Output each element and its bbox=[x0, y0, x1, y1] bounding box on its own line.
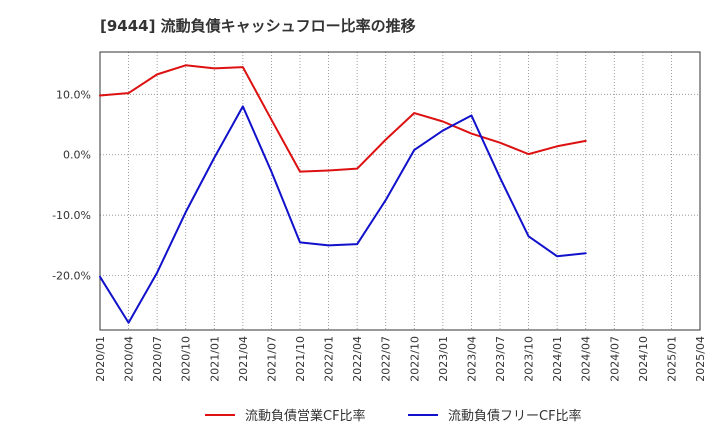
x-tick-label: 2021/10 bbox=[294, 336, 307, 382]
axis-layer: 10.0% 0.0% -10.0% -20.0% 2020/01 2020/04 2020/… bbox=[52, 51, 707, 382]
x-tick-label: 2023/01 bbox=[437, 336, 450, 382]
series-line-1 bbox=[99, 64, 587, 173]
x-tick-label: 2022/04 bbox=[351, 336, 364, 382]
y-tick-label: 0.0% bbox=[63, 149, 91, 162]
x-tick-label: 2020/01 bbox=[94, 336, 107, 382]
grid-layer bbox=[100, 52, 700, 330]
x-tick-label: 2023/04 bbox=[465, 336, 478, 382]
x-tick-label: 2024/01 bbox=[551, 336, 564, 382]
legend-label-2: 流動負債フリーCF比率 bbox=[448, 408, 582, 424]
y-tick-label: -10.0% bbox=[52, 209, 91, 222]
x-tick-label: 2020/07 bbox=[151, 336, 164, 382]
x-tick-label: 2023/10 bbox=[523, 336, 536, 382]
x-tick-label: 2024/10 bbox=[637, 336, 650, 382]
x-tick-label: 2022/01 bbox=[323, 336, 336, 382]
x-tick-label: 2021/07 bbox=[265, 336, 278, 382]
x-tick-label: 2020/10 bbox=[180, 336, 193, 382]
legend-label-1: 流動負債営業CF比率 bbox=[245, 408, 366, 424]
series-layer bbox=[99, 64, 587, 324]
x-tick-label: 2025/01 bbox=[665, 336, 678, 382]
y-tick-label: 10.0% bbox=[56, 88, 91, 101]
x-tick-label: 2024/04 bbox=[580, 336, 593, 382]
y-tick-label: -20.0% bbox=[52, 270, 91, 283]
plot-frame bbox=[99, 51, 701, 331]
x-tick-label: 2022/07 bbox=[380, 336, 393, 382]
x-tick-label: 2020/04 bbox=[123, 336, 136, 382]
x-tick-label: 2021/01 bbox=[208, 336, 221, 382]
x-tick-label: 2022/10 bbox=[408, 336, 421, 382]
x-tick-label: 2025/04 bbox=[694, 336, 707, 382]
chart-title: [9444] 流動負債キャッシュフロー比率の推移 bbox=[100, 17, 416, 35]
legend: 流動負債営業CF比率 流動負債フリーCF比率 bbox=[205, 408, 582, 424]
series-line-2 bbox=[99, 105, 587, 324]
x-tick-label: 2024/07 bbox=[608, 336, 621, 382]
x-tick-label: 2021/04 bbox=[237, 336, 250, 382]
x-tick-label: 2023/07 bbox=[494, 336, 507, 382]
